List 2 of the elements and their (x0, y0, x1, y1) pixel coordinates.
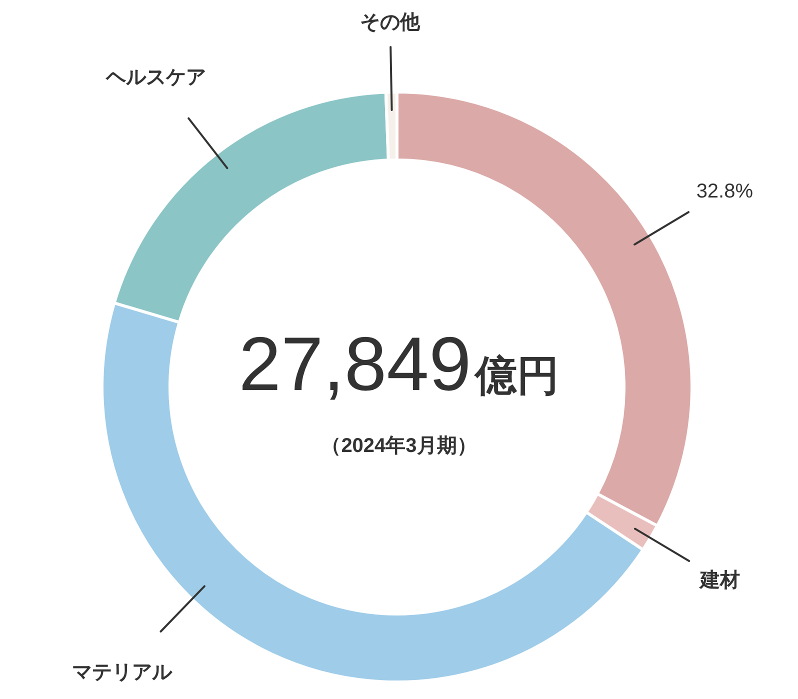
annotation: 27,849億円 (238, 322, 560, 407)
annotation: （2024年3月期） (321, 435, 477, 457)
